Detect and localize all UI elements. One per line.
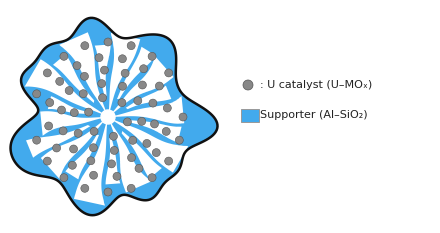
Circle shape (110, 132, 117, 140)
Circle shape (81, 42, 89, 50)
Circle shape (33, 90, 40, 98)
Circle shape (179, 113, 187, 121)
Circle shape (165, 157, 172, 165)
Circle shape (134, 97, 142, 105)
Circle shape (73, 62, 81, 70)
Circle shape (148, 174, 156, 182)
PathPatch shape (128, 120, 182, 142)
Circle shape (87, 157, 95, 165)
Circle shape (139, 81, 147, 89)
PathPatch shape (41, 121, 105, 179)
Circle shape (149, 99, 157, 107)
Circle shape (135, 164, 143, 172)
Text: : U catalyst (U–MOₓ): : U catalyst (U–MOₓ) (260, 80, 372, 90)
PathPatch shape (74, 122, 107, 206)
PathPatch shape (113, 96, 184, 124)
Circle shape (81, 72, 88, 80)
Circle shape (60, 52, 68, 60)
Circle shape (110, 146, 118, 154)
PathPatch shape (53, 54, 94, 103)
PathPatch shape (66, 135, 99, 179)
Circle shape (123, 118, 132, 126)
Circle shape (155, 82, 163, 90)
PathPatch shape (59, 32, 106, 113)
Circle shape (90, 127, 98, 135)
Circle shape (127, 184, 135, 192)
Circle shape (104, 188, 112, 196)
Circle shape (162, 127, 170, 135)
Circle shape (139, 65, 147, 73)
PathPatch shape (26, 125, 90, 158)
Circle shape (152, 149, 160, 157)
Circle shape (59, 127, 67, 135)
Circle shape (74, 129, 82, 137)
Circle shape (81, 184, 89, 192)
Circle shape (128, 154, 136, 162)
PathPatch shape (109, 33, 140, 112)
PathPatch shape (48, 96, 88, 114)
Circle shape (43, 69, 51, 77)
Circle shape (165, 69, 172, 77)
Circle shape (104, 38, 112, 46)
Circle shape (68, 161, 77, 169)
PathPatch shape (106, 137, 120, 185)
Text: Supporter (Al–SiO₂): Supporter (Al–SiO₂) (260, 110, 368, 120)
Circle shape (127, 42, 135, 50)
PathPatch shape (25, 59, 103, 115)
Circle shape (56, 77, 64, 85)
Circle shape (118, 99, 126, 107)
Circle shape (79, 90, 87, 98)
Circle shape (138, 117, 146, 125)
Circle shape (148, 52, 156, 60)
PathPatch shape (126, 86, 171, 109)
Circle shape (60, 174, 68, 182)
Circle shape (100, 66, 108, 74)
Circle shape (243, 80, 253, 90)
Circle shape (89, 144, 97, 152)
Circle shape (58, 106, 66, 114)
PathPatch shape (110, 121, 151, 192)
Circle shape (107, 160, 116, 168)
Circle shape (46, 99, 54, 106)
Circle shape (84, 108, 92, 116)
PathPatch shape (40, 111, 103, 136)
Circle shape (101, 110, 115, 124)
PathPatch shape (95, 45, 110, 97)
PathPatch shape (117, 47, 156, 99)
Circle shape (175, 136, 183, 144)
Circle shape (150, 120, 158, 128)
Circle shape (118, 55, 126, 63)
FancyBboxPatch shape (241, 109, 259, 122)
Circle shape (70, 109, 78, 117)
Circle shape (33, 136, 40, 144)
Circle shape (53, 144, 61, 152)
Circle shape (163, 104, 171, 112)
Circle shape (121, 69, 129, 77)
Circle shape (143, 139, 151, 147)
Circle shape (65, 86, 73, 95)
PathPatch shape (111, 56, 173, 113)
Circle shape (113, 172, 121, 180)
Circle shape (99, 94, 106, 102)
Circle shape (95, 54, 103, 62)
PathPatch shape (122, 131, 162, 178)
Circle shape (70, 145, 77, 153)
Circle shape (90, 171, 98, 179)
Circle shape (118, 82, 127, 90)
PathPatch shape (113, 119, 188, 173)
Circle shape (129, 136, 137, 144)
PathPatch shape (11, 18, 217, 215)
Circle shape (45, 122, 53, 130)
Circle shape (98, 80, 106, 88)
Circle shape (43, 157, 51, 165)
